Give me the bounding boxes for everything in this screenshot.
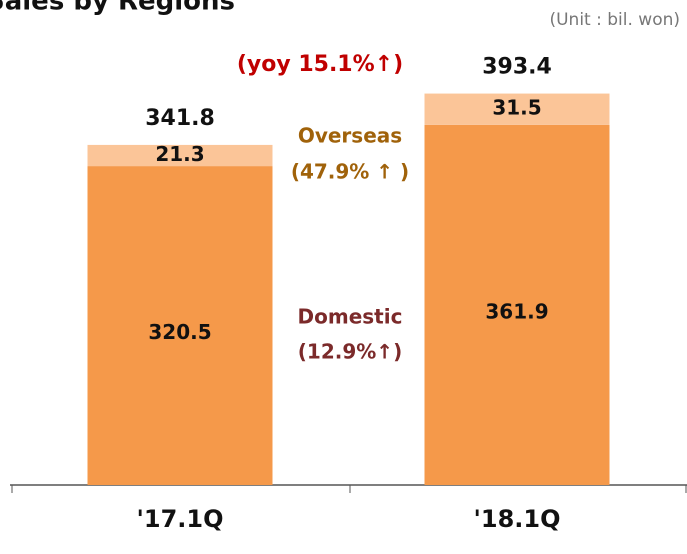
value-label: 361.9 <box>485 299 548 323</box>
value-label: 21.3 <box>155 142 204 166</box>
bar-segment <box>87 166 273 486</box>
x-tick-label: '18.1Q <box>474 505 561 533</box>
series-label: Overseas <box>298 124 402 148</box>
unit-label: (Unit : bil. won) <box>549 10 680 30</box>
value-label: 320.5 <box>148 320 211 344</box>
bar-segment <box>424 93 610 125</box>
growth-annotation: (47.9% ↑ ) <box>291 160 409 184</box>
yoy-annotation: (yoy 15.1%↑) <box>237 52 403 77</box>
x-tick-label: '17.1Q <box>137 505 224 533</box>
value-label: 31.5 <box>492 96 541 120</box>
total-label: 341.8 <box>145 106 215 131</box>
growth-annotation: (12.9%↑) <box>298 340 402 364</box>
total-label: 393.4 <box>482 55 552 80</box>
chart-title: Sales by Regions <box>0 0 235 17</box>
bar-segment <box>87 144 273 167</box>
series-label: Domestic <box>298 305 403 329</box>
bar-segment <box>424 124 610 486</box>
